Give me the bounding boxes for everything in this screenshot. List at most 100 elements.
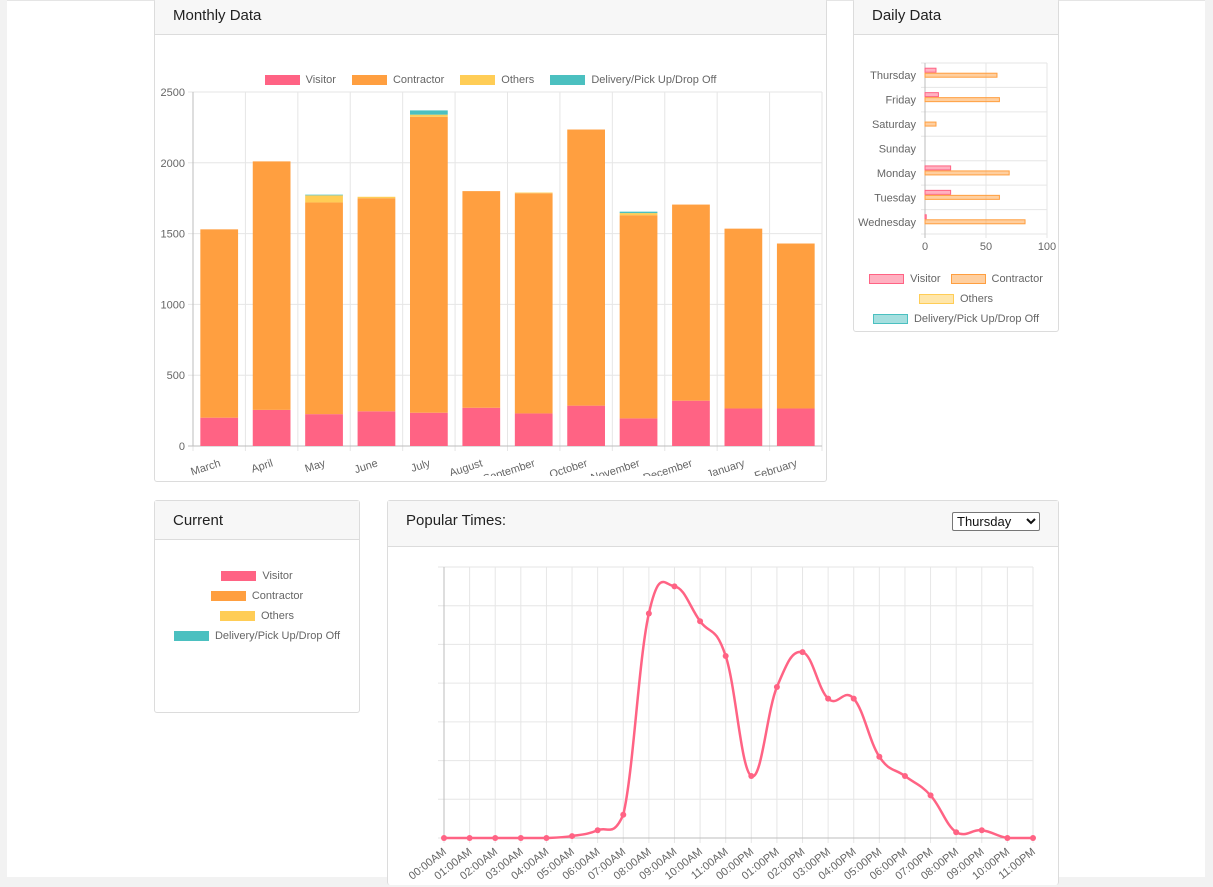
daily-bar-contractor [924, 72, 998, 78]
monthly-bar-contractor [252, 161, 291, 410]
popular-times-header: Popular Times: Thursday [388, 501, 1058, 547]
popular-point [901, 773, 908, 780]
popular-point [748, 773, 755, 780]
daily-ytick-label: Thursday [870, 70, 916, 82]
monthly-xtick-label: December [642, 457, 694, 476]
popular-point [1030, 835, 1036, 841]
monthly-ytick-label: 1500 [161, 229, 185, 241]
popular-point [466, 835, 473, 841]
monthly-bar-others [410, 114, 448, 117]
popular-point [825, 695, 832, 702]
legend-delivery[interactable]: Delivery/Pick Up/Drop Off [550, 74, 716, 86]
daily-bar-contractor [924, 219, 1026, 225]
monthly-ytick-label: 1000 [161, 299, 185, 311]
legend-others-label: Others [501, 74, 535, 86]
legend-others-swatch [460, 75, 496, 85]
monthly-bar-others [514, 192, 553, 194]
monthly-chart: 0 500 1000 1500 2000 2500 March April May June Jul… [161, 87, 823, 476]
daily-xtick-label: 0 [922, 241, 928, 253]
daily-bar-contractor [924, 121, 937, 127]
popular-point [773, 684, 780, 691]
daily-ytick-label: Wednesday [858, 217, 916, 229]
monthly-bar-visitor [672, 400, 710, 446]
monthly-bar-visitor [514, 413, 553, 446]
current-legend-visitor[interactable]: Visitor [221, 570, 293, 582]
daily-legend: Visitor Contractor Others Delivery/Pick … [854, 269, 1058, 329]
monthly-bar-contractor [514, 193, 553, 414]
monthly-xtick-label: September [482, 457, 537, 476]
daily-legend-delivery-swatch [872, 314, 908, 324]
popular-point [594, 827, 601, 834]
popular-point [492, 835, 499, 841]
daily-xtick-label: 50 [980, 241, 992, 253]
popular-point [850, 695, 857, 702]
popular-point [517, 835, 524, 841]
popular-point [1004, 835, 1011, 841]
current-legend-visitor-swatch [221, 571, 257, 581]
popular-point [671, 583, 678, 590]
daily-chart: 0 50 100 Thursday Friday Saturday Sunday Monday… [858, 62, 1056, 253]
daily-bar-contractor [924, 170, 1010, 176]
daily-legend-delivery[interactable]: Delivery/Pick Up/Drop Off [872, 313, 1039, 325]
monthly-bar-visitor [724, 408, 763, 446]
page: Monthly Data Visitor Contractor Others D… [7, 0, 1205, 885]
current-title: Current [173, 512, 224, 529]
monthly-bar-contractor [567, 129, 605, 406]
daily-bar-visitor [924, 67, 937, 73]
popular-point [645, 610, 652, 617]
current-legend-delivery-label: Delivery/Pick Up/Drop Off [214, 630, 341, 642]
current-legend-delivery-swatch [173, 631, 209, 641]
legend-visitor-swatch [264, 75, 300, 85]
monthly-bar-visitor [567, 405, 605, 446]
legend-visitor[interactable]: Visitor [264, 74, 336, 86]
monthly-xtick-label: June [353, 457, 379, 476]
current-legend-others[interactable]: Others [219, 610, 294, 622]
legend-others[interactable]: Others [460, 74, 534, 86]
legend-visitor-label: Visitor [305, 74, 336, 86]
current-legend-contractor-label: Contractor [251, 590, 304, 602]
monthly-bar-others [619, 213, 658, 216]
monthly-bar-contractor [672, 204, 710, 401]
monthly-xtick-label: May [303, 457, 327, 475]
current-legend-contractor-swatch [210, 591, 246, 601]
daily-legend-others[interactable]: Others [918, 293, 993, 305]
daily-legend-contractor[interactable]: Contractor [950, 273, 1043, 285]
popular-point [927, 792, 934, 799]
popular-times-card: Popular Times: Thursday 00:00AM 01:00AM 02… [387, 500, 1059, 885]
daily-legend-others-label: Others [959, 293, 993, 305]
daily-legend-visitor[interactable]: Visitor [869, 273, 941, 285]
daily-bar-contractor [924, 97, 1000, 103]
daily-legend-contractor-label: Contractor [991, 273, 1043, 285]
monthly-xtick-label: April [250, 457, 275, 475]
legend-contractor-label: Contractor [392, 74, 445, 86]
popular-times-chart: 00:00AM01:00AM02:00AM03:00AM04:00AM05:00… [407, 566, 1038, 882]
popular-point [876, 753, 883, 760]
daily-ytick-label: Tuesday [874, 192, 916, 204]
monthly-bar-delivery [305, 194, 343, 196]
monthly-bar-contractor [724, 228, 763, 409]
current-legend: Visitor Contractor Others Delivery/Pick … [155, 566, 359, 646]
legend-delivery-swatch [550, 75, 586, 85]
legend-delivery-label: Delivery/Pick Up/Drop Off [591, 74, 717, 86]
day-select[interactable]: Thursday [952, 512, 1040, 531]
popular-point [441, 835, 447, 841]
daily-legend-others-swatch [918, 294, 954, 304]
current-legend-contractor[interactable]: Contractor [210, 590, 304, 602]
current-legend-others-swatch [219, 611, 255, 621]
current-legend-delivery[interactable]: Delivery/Pick Up/Drop Off [173, 630, 341, 642]
monthly-bar-visitor [619, 418, 658, 446]
daily-ytick-label: Saturday [872, 119, 917, 131]
monthly-bar-contractor [776, 243, 815, 409]
monthly-legend: Visitor Contractor Others Delivery/Pick … [155, 73, 826, 87]
monthly-xtick-label: March [189, 457, 222, 476]
monthly-xtick-label: November [589, 457, 641, 476]
daily-bar-contractor [924, 194, 1000, 200]
monthly-bar-contractor [200, 229, 239, 418]
popular-point [799, 649, 806, 656]
legend-contractor[interactable]: Contractor [351, 74, 445, 86]
popular-point [953, 829, 960, 836]
monthly-bar-visitor [357, 411, 396, 446]
monthly-bar-visitor [462, 407, 501, 446]
monthly-data-header: Monthly Data [155, 0, 826, 35]
daily-data-header: Daily Data [854, 0, 1058, 35]
